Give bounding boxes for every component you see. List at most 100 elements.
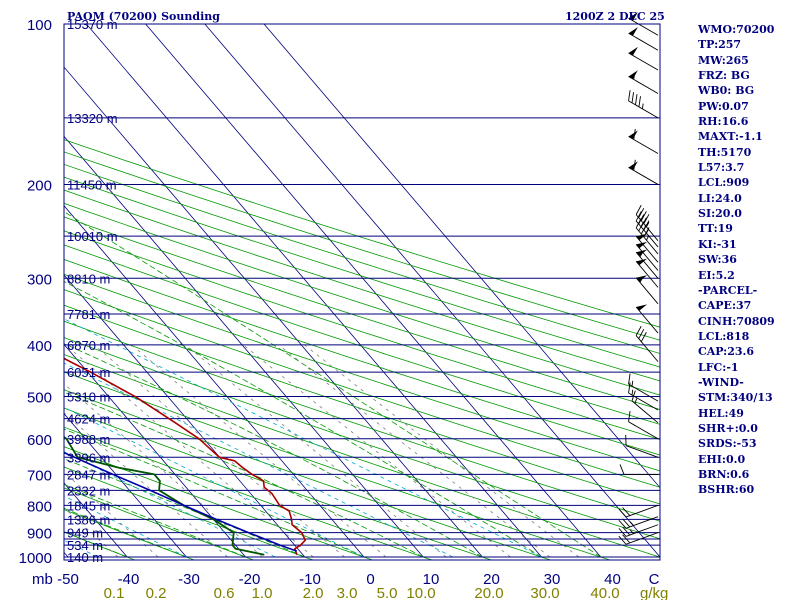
index-line: -WIND- [698,375,744,389]
index-line: BRN:0.6 [698,467,750,481]
pressure-tick-label: 100 [27,17,52,34]
wind-barb-staff [635,214,659,241]
pressure-tick-label: 900 [27,526,52,543]
height-label: 2332 m [67,483,110,498]
index-line: PW:0.07 [698,99,749,113]
wind-barb [618,532,659,545]
wind-barb-staff [635,227,659,255]
wind-barb [635,241,659,271]
wind-barb-half [646,221,650,228]
dry-adiabat [64,273,660,472]
wind-barb-flag [618,508,627,518]
mixing-ratio-label: 30.0 [530,585,559,600]
index-line: HEL:49 [698,406,744,420]
temp-tick-label: -30 [178,571,200,588]
parcel-profile [64,451,298,552]
mixing-ratio-label: 20.0 [474,585,503,600]
dry-adiabat [64,389,553,560]
pressure-unit-label: mb [32,571,53,588]
wind-barb-half [639,277,643,283]
isotherm-line [64,274,306,558]
wind-barb-staff [628,17,659,36]
temp-tick-label: -10 [299,571,321,588]
wind-barb-pennant [636,304,648,311]
mixing-ratio-label: 10.0 [406,585,435,600]
wind-barb [635,325,659,362]
wind-barb-flag [640,332,647,342]
station-title: PAOM (70200) Sounding [67,10,220,23]
height-label: 6051 m [67,365,110,380]
dry-adiabat [64,176,660,368]
mixing-ratio-label: 2.0 [303,585,324,600]
wind-barb-half [633,74,635,80]
wind-barb-half [646,235,650,241]
pressure-tick-label: 300 [27,271,52,288]
wind-barb-flag [633,159,636,171]
wind-barb-staff [628,383,659,402]
isotherm-line [64,66,483,558]
index-line: SI:20.0 [698,207,742,221]
temperature-profile [64,357,307,555]
index-line: TP:257 [698,38,742,52]
wind-barb-flag [638,221,645,232]
dry-adiabat [64,320,660,522]
height-label: 8810 m [67,271,110,286]
temp-tick-label: -20 [239,571,261,588]
height-label: 949 m [67,526,103,541]
mixing-ratio-unit: g/kg [640,585,668,600]
dry-adiabat [64,304,660,505]
dry-adiabat [64,216,660,410]
wind-barb-flag [635,325,642,336]
index-line: SHR+:0.0 [698,421,758,435]
wind-barb-pennant [636,249,648,257]
index-line: LCL:909 [698,176,750,190]
index-line: KI:-31 [698,237,737,251]
pressure-tick-label: 1000 [19,550,52,567]
wind-barb-flag [635,218,642,229]
mixing-ratio-label: 0.6 [214,585,235,600]
index-line: SW:36 [698,253,737,267]
pressure-tick-label: 700 [27,467,52,484]
pressure-tick-label: 200 [27,177,52,194]
wind-barb-flag [628,411,631,422]
wind-barb-flag [628,373,631,385]
isotherm-line [64,413,187,558]
wind-barb-flag [618,535,627,545]
height-label: 3396 m [67,450,110,465]
wind-barb-staff [628,100,659,119]
temp-tick-label: 0 [366,571,374,588]
height-label: 11450 m [67,177,117,192]
wind-barb-staff [631,400,659,424]
wind-barb-flag [618,519,627,529]
wind-barb-staff [625,516,659,529]
wind-barb [618,524,659,537]
wind-barb-flag [638,207,645,218]
wind-barb-flag [622,534,631,544]
dry-adiabat [64,230,660,425]
dry-adiabat [64,487,255,560]
dry-adiabat [64,426,434,560]
mixing-ratio-label: 5.0 [377,585,398,600]
wind-barb [628,411,659,440]
height-label: 4624 m [67,412,110,427]
wind-barb-half [631,389,634,396]
mixing-ratio-label: 3.0 [337,585,358,600]
wind-barb-flag [633,128,636,140]
isotherm-line [0,24,9,557]
wind-barb-flag [643,214,650,225]
index-line: STM:340/13 [698,391,773,405]
wind-barb [628,128,659,154]
wind-barb [618,516,659,529]
wind-barb [635,258,659,288]
dry-adiabat [64,202,660,396]
wind-barb-staff [635,220,659,248]
wind-barb [628,27,659,51]
wind-barb-flag [622,518,631,528]
wind-barb-half [629,529,634,534]
index-panel: WMO:70200 TP:257 MW:265 FRZ: BG WB0: BG PW:0.… [698,22,775,498]
wind-barb [635,249,659,279]
index-line: BSHR:60 [698,483,755,497]
dry-adiabat [64,446,374,560]
wind-barb [628,373,659,402]
